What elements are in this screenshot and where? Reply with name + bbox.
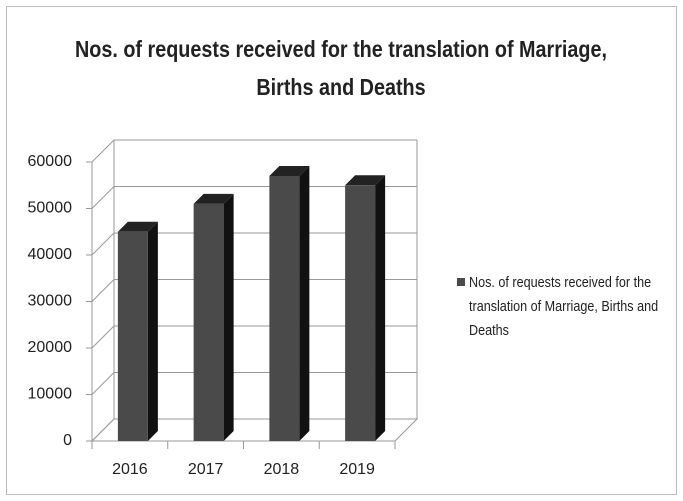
bar	[193, 203, 224, 441]
legend-label: Nos. of requests received for the transl…	[469, 274, 659, 339]
x-tick-label: 2019	[339, 461, 375, 478]
bar	[269, 175, 300, 441]
chart-title: Nos. of requests received for the transl…	[74, 36, 607, 100]
bar-side	[147, 221, 158, 441]
grid-line	[91, 186, 417, 209]
y-tick-label: 20000	[28, 339, 73, 356]
grid-line	[91, 418, 417, 442]
grid-line	[91, 139, 417, 163]
y-tick-label: 40000	[28, 246, 73, 263]
legend-swatch	[457, 278, 465, 286]
grid-line	[91, 232, 417, 256]
bar	[117, 231, 148, 441]
bar-side	[223, 193, 234, 441]
bar-top	[193, 193, 234, 204]
bar	[345, 185, 376, 441]
bar-top	[345, 175, 386, 186]
bar-side	[299, 165, 310, 441]
y-tick-label: 60000	[28, 153, 73, 170]
grid-line	[91, 372, 417, 395]
grid-line	[91, 325, 417, 349]
x-tick-label: 2017	[188, 461, 224, 478]
chart-border	[6, 6, 677, 495]
bar-top	[117, 221, 158, 232]
y-tick-label: 50000	[28, 200, 73, 217]
grid-line	[91, 279, 417, 302]
bar-top	[269, 165, 310, 176]
x-tick-label: 2016	[112, 461, 148, 478]
x-tick-label: 2018	[264, 461, 300, 478]
y-tick-label: 10000	[28, 386, 73, 403]
y-tick-label: 0	[63, 432, 72, 449]
y-tick-label: 30000	[28, 293, 73, 310]
bar-side	[375, 175, 386, 441]
